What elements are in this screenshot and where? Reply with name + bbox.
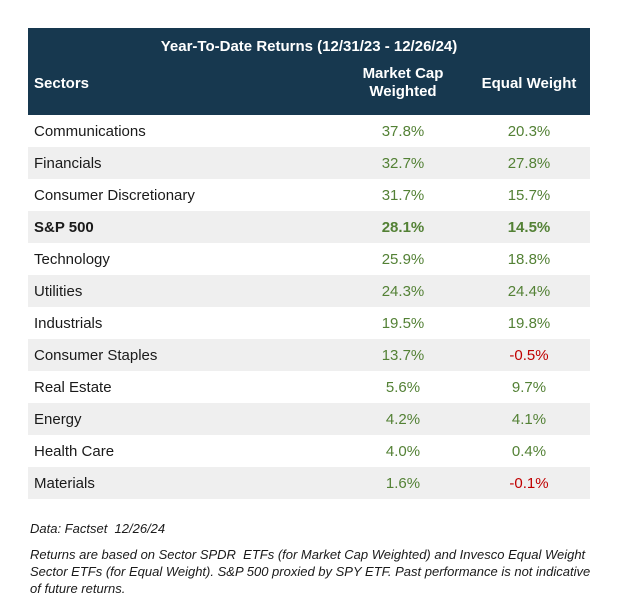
table-rows: Communications 37.8% 20.3% Financials 32.7% 2…	[28, 115, 590, 499]
data-source-note: Data: Factset 12/26/24	[30, 521, 166, 536]
market-cap-weighted-value: 32.7%	[381, 154, 425, 172]
ytd-returns-table: Year-To-Date Returns (12/31/23 - 12/26/2…	[28, 28, 590, 499]
equal-weight-value: 19.8%	[507, 314, 551, 332]
equal-weight-value: 24.4%	[507, 282, 551, 300]
equal-weight-value: 18.8%	[507, 250, 551, 268]
table-row: Technology 25.9% 18.8%	[28, 243, 590, 275]
market-cap-weighted-value: 24.3%	[381, 282, 425, 300]
sector-name: Financials	[34, 154, 102, 172]
equal-weight-value: 14.5%	[507, 218, 551, 236]
equal-weight-value: -0.5%	[509, 346, 549, 364]
table-row: Energy 4.2% 4.1%	[28, 403, 590, 435]
table-title: Year-To-Date Returns (12/31/23 - 12/26/2…	[160, 38, 458, 55]
market-cap-weighted-value: 4.2%	[385, 410, 421, 428]
table-row: Health Care 4.0% 0.4%	[28, 435, 590, 467]
table-row: Real Estate 5.6% 9.7%	[28, 371, 590, 403]
table-header: Year-To-Date Returns (12/31/23 - 12/26/2…	[28, 28, 590, 115]
equal-weight-value: 9.7%	[511, 378, 547, 396]
table-row: Financials 32.7% 27.8%	[28, 147, 590, 179]
disclaimer-text: Returns are based on Sector SPDR ETFs (f…	[30, 547, 594, 596]
sector-name: Technology	[34, 250, 110, 268]
table-row: Industrials 19.5% 19.8%	[28, 307, 590, 339]
table-row: Communications 37.8% 20.3%	[28, 115, 590, 147]
equal-weight-value: -0.1%	[509, 474, 549, 492]
sector-name: Communications	[34, 122, 146, 140]
market-cap-weighted-value: 37.8%	[381, 122, 425, 140]
market-cap-weighted-value: 13.7%	[381, 346, 425, 364]
sector-name: Energy	[34, 410, 82, 428]
market-cap-weighted-value: 25.9%	[381, 250, 425, 268]
equal-weight-value: 15.7%	[507, 186, 551, 204]
sector-name: Real Estate	[34, 378, 112, 396]
sector-name: Health Care	[34, 442, 115, 460]
column-header-market-cap-weighted: Market Cap Weighted	[362, 65, 444, 100]
sector-name: Utilities	[34, 282, 83, 300]
table-row: Consumer Staples 13.7% -0.5%	[28, 339, 590, 371]
market-cap-weighted-value: 28.1%	[381, 218, 425, 236]
sector-name: Consumer Discretionary	[34, 186, 195, 204]
equal-weight-value: 4.1%	[511, 410, 547, 428]
sector-name: S&P 500	[34, 218, 94, 236]
market-cap-weighted-value: 4.0%	[385, 442, 421, 460]
market-cap-weighted-value: 31.7%	[381, 186, 425, 204]
market-cap-weighted-value: 19.5%	[381, 314, 425, 332]
sector-name: Industrials	[34, 314, 103, 332]
equal-weight-value: 27.8%	[507, 154, 551, 172]
table-row: Materials 1.6% -0.1%	[28, 467, 590, 499]
table-row: Consumer Discretionary 31.7% 15.7%	[28, 179, 590, 211]
column-header-row: Sectors Market Cap Weighted Equal Weight	[28, 57, 590, 115]
table-row: Utilities 24.3% 24.4%	[28, 275, 590, 307]
market-cap-weighted-value: 1.6%	[385, 474, 421, 492]
sector-name: Materials	[34, 474, 95, 492]
market-cap-weighted-value: 5.6%	[385, 378, 421, 396]
equal-weight-value: 20.3%	[507, 122, 551, 140]
sector-name: Consumer Staples	[34, 346, 158, 364]
column-header-equal-weight: Equal Weight	[481, 74, 577, 92]
equal-weight-value: 0.4%	[511, 442, 547, 460]
column-header-sectors: Sectors	[34, 74, 90, 92]
table-row: S&P 500 28.1% 14.5%	[28, 211, 590, 243]
